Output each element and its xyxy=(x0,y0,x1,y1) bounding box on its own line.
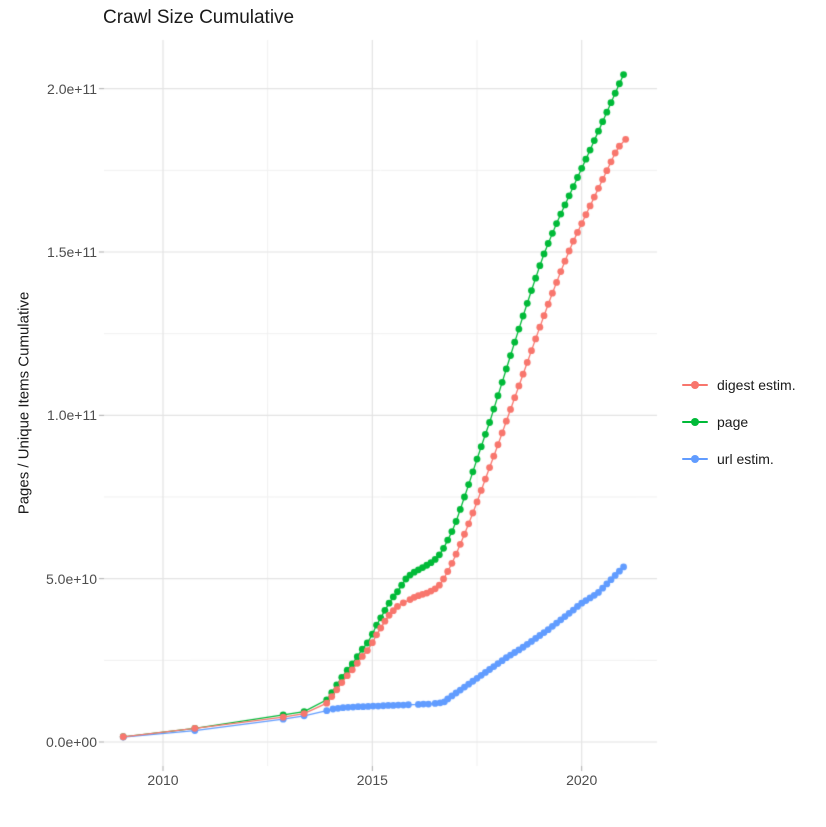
legend: digest estim. page url estim. xyxy=(682,366,796,477)
legend-point-icon xyxy=(691,454,699,463)
y-tick-label: 1.0e+11 xyxy=(47,407,97,424)
legend-label: url estim. xyxy=(717,450,774,467)
legend-key-digest xyxy=(682,378,708,392)
legend-key-url xyxy=(682,452,708,466)
chart-title: Crawl Size Cumulative xyxy=(103,7,295,28)
y-tick-label: 0.0e+00 xyxy=(46,734,97,750)
x-tick-label: 2020 xyxy=(566,772,598,788)
y-axis-title: Pages / Unique Items Cumulative xyxy=(15,291,33,515)
y-tick-label: 5.0e+10 xyxy=(46,570,97,587)
y-tick-label: 2.0e+11 xyxy=(47,80,97,97)
legend-label: digest estim. xyxy=(717,376,796,393)
legend-item-digest: digest estim. xyxy=(682,366,796,403)
legend-item-page: page xyxy=(682,403,796,440)
legend-point-icon xyxy=(691,417,699,426)
legend-key-page xyxy=(682,415,708,429)
legend-item-url: url estim. xyxy=(682,440,796,477)
x-tick-label: 2010 xyxy=(147,772,179,788)
legend-point-icon xyxy=(691,380,699,389)
y-tick-label: 1.5e+11 xyxy=(47,243,97,260)
legend-label: page xyxy=(717,413,749,430)
x-tick-label: 2015 xyxy=(356,772,388,788)
